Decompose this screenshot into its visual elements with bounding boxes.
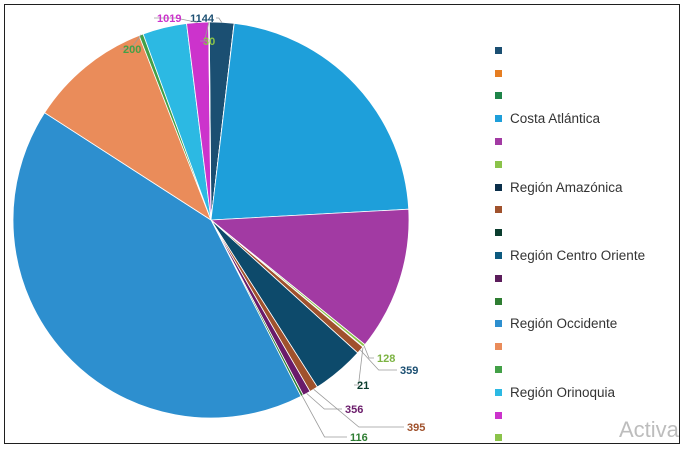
legend-swatch: [495, 252, 502, 260]
legend-item: [495, 39, 645, 62]
data-label: 395: [407, 422, 425, 434]
data-label: 21: [357, 380, 369, 392]
legend-swatch: [495, 206, 502, 214]
legend-swatch: [495, 320, 502, 328]
data-label: 356: [345, 404, 363, 416]
legend-item: Costa Atlántica: [495, 107, 645, 130]
legend: Costa Atlántica Región Amazónica Región Ce…: [495, 39, 645, 449]
legend-swatch: [495, 229, 502, 237]
legend-item: [495, 130, 645, 153]
legend-swatch: [495, 69, 502, 77]
leader-line: [363, 345, 374, 359]
pie-slice: [44, 35, 212, 222]
leader-line: [360, 349, 397, 371]
legend-swatch: [495, 92, 502, 100]
data-label: 1019: [157, 13, 181, 25]
legend-item: [495, 427, 645, 449]
leader-line: [216, 17, 223, 23]
leader-line: [200, 21, 210, 42]
leader-line: [354, 346, 364, 386]
legend-swatch: [495, 366, 502, 374]
data-label: 30: [203, 36, 215, 48]
legend-label: Región Centro Oriente: [510, 248, 646, 264]
legend-swatch: [495, 343, 502, 351]
activation-watermark: Activa: [619, 417, 679, 442]
legend-item: [495, 62, 645, 85]
legend-swatch: [495, 388, 502, 396]
legend-swatch: [495, 138, 502, 146]
legend-swatch: [495, 115, 502, 123]
pie-slice: [12, 112, 302, 419]
legend-swatch: [495, 274, 502, 282]
data-label: 200: [123, 44, 141, 56]
pie-chart: 11444312821359395356116200101930: [12, 13, 425, 444]
legend-item: [495, 199, 645, 222]
legend-label: Región Orinoquia: [510, 384, 616, 400]
leader-line: [301, 395, 347, 438]
leader-line: [154, 17, 198, 23]
pie-slice: [210, 22, 410, 221]
legend-item: [495, 85, 645, 108]
legend-swatch: [495, 183, 502, 191]
legend-item: [495, 358, 645, 381]
data-label: 359: [400, 365, 418, 377]
legend-item: [495, 221, 645, 244]
legend-item: Región Amazónica: [495, 176, 645, 199]
legend-item: Región Orinoquia: [495, 381, 645, 404]
legend-item: Región Centro Oriente: [495, 244, 645, 267]
leader-line: [313, 388, 404, 428]
legend-item: Región Occidente: [495, 313, 645, 336]
legend-item: [495, 267, 645, 290]
legend-label: Región Occidente: [510, 316, 618, 332]
pie-slice: [209, 208, 410, 346]
legend-swatch: [495, 160, 502, 168]
legend-swatch: [495, 434, 502, 442]
legend-label: Costa Atlántica: [510, 111, 601, 127]
legend-label: Región Amazónica: [510, 179, 623, 195]
data-label: 116: [350, 432, 368, 444]
data-label: 128: [377, 353, 395, 365]
chart-frame: 11444312821359395356116200101930 Costa A…: [4, 4, 680, 444]
legend-item: [495, 404, 645, 427]
legend-item: [495, 290, 645, 313]
legend-item: [495, 153, 645, 176]
leader-line: [306, 393, 342, 410]
leader-line: [120, 34, 142, 50]
legend-item: [495, 335, 645, 358]
legend-swatch: [495, 411, 502, 419]
legend-swatch: [495, 46, 502, 54]
legend-swatch: [495, 297, 502, 305]
